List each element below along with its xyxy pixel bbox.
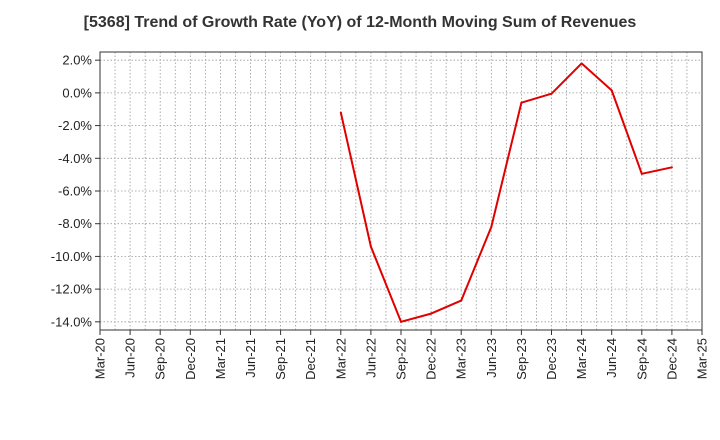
x-tick-label: Jun-20 xyxy=(123,338,138,378)
x-tick-label: Sep-23 xyxy=(514,338,529,380)
chart-title: [5368] Trend of Growth Rate (YoY) of 12-… xyxy=(83,14,637,31)
x-axis: Mar-20 Jun-20 Sep-20 Dec-20 Mar-21 Jun-21 Sep-… xyxy=(93,330,710,380)
y-tick-label: -14.0% xyxy=(51,314,93,329)
y-tick-label: -2.0% xyxy=(58,118,92,133)
x-tick-label: Mar-24 xyxy=(574,338,589,379)
data-point xyxy=(550,92,553,95)
data-point xyxy=(580,62,583,65)
x-tick-label: Sep-21 xyxy=(273,338,288,380)
x-tick-label: Mar-20 xyxy=(93,338,108,379)
x-tick-label: Jun-21 xyxy=(243,338,258,378)
data-point xyxy=(460,299,463,302)
y-tick-label: -10.0% xyxy=(51,249,93,264)
y-tick-label: -4.0% xyxy=(58,151,92,166)
x-tick-label: Jun-22 xyxy=(363,338,378,378)
x-tick-label: Dec-22 xyxy=(424,338,439,380)
data-point xyxy=(520,101,523,104)
x-tick-label: Dec-23 xyxy=(544,338,559,380)
x-tick-label: Mar-22 xyxy=(333,338,348,379)
y-tick-label: -8.0% xyxy=(58,216,92,231)
y-tick-label: 0.0% xyxy=(62,85,92,100)
series-layer xyxy=(339,62,673,323)
data-point xyxy=(610,89,613,92)
y-tick-label: -12.0% xyxy=(51,282,93,297)
x-tick-label: Dec-24 xyxy=(664,338,679,380)
data-point xyxy=(400,320,402,323)
data-point xyxy=(670,166,673,169)
data-point xyxy=(339,111,342,114)
data-point xyxy=(430,312,433,315)
series-line xyxy=(339,62,673,323)
x-tick-label: Sep-20 xyxy=(153,338,168,380)
data-point xyxy=(640,172,643,175)
x-tick-label: Mar-23 xyxy=(454,338,469,379)
data-point xyxy=(369,245,372,248)
y-axis: 2.0% 0.0% -2.0% -4.0% -6.0% -8.0% -10.0% -12.0%… xyxy=(51,53,100,329)
data-point xyxy=(490,225,493,228)
x-tick-label: Sep-22 xyxy=(394,338,409,380)
y-tick-label: 2.0% xyxy=(62,53,92,68)
x-tick-label: Dec-20 xyxy=(183,338,198,380)
y-tick-label: -6.0% xyxy=(58,184,92,199)
x-tick-label: Mar-25 xyxy=(695,338,710,379)
grid-lines xyxy=(99,52,703,330)
x-tick-label: Sep-24 xyxy=(634,338,649,380)
x-tick-label: Dec-21 xyxy=(303,338,318,380)
x-tick-label: Jun-23 xyxy=(484,338,499,378)
x-tick-label: Mar-21 xyxy=(213,338,228,379)
x-tick-label: Jun-24 xyxy=(604,338,619,378)
